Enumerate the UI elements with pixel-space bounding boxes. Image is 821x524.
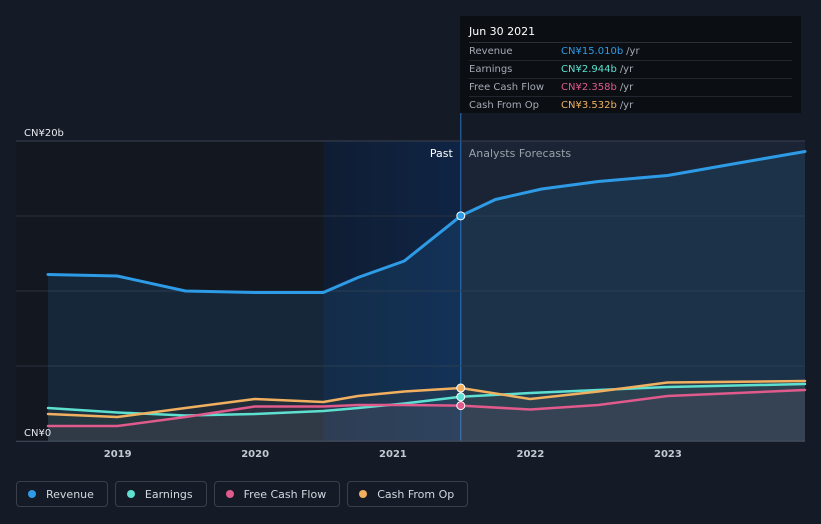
earnings-dot-icon: [126, 490, 135, 498]
x-tick-label: 2023: [654, 449, 682, 460]
earnings-marker: [456, 392, 466, 402]
legend-item-revenue[interactable]: Revenue: [16, 481, 108, 507]
cash-from-op-area: [48, 381, 805, 441]
legend-item-earnings[interactable]: Earnings: [114, 481, 207, 507]
legend-label: Cash From Op: [377, 487, 455, 501]
cash-from-op-dot-icon: [359, 490, 368, 498]
revenue-dot-icon: [28, 490, 36, 498]
x-tick-label: 2021: [379, 449, 407, 460]
x-tick-label: 2022: [517, 449, 545, 460]
tooltip-row-cash-from-op: Cash From Op CN¥3.532b /yr: [469, 97, 792, 114]
forecast-label: Analysts Forecasts: [469, 147, 572, 160]
tooltip-value: CN¥15.010b: [561, 46, 624, 57]
cash-from-op-marker: [456, 383, 466, 393]
free-cash-flow-line: [46, 388, 807, 428]
earnings-area: [48, 384, 805, 441]
tooltip: Jun 30 2021 Revenue CN¥15.010b /yr Earni…: [460, 16, 801, 113]
legend-label: Earnings: [144, 487, 193, 501]
tooltip-row-free-cash-flow: Free Cash Flow CN¥2.358b /yr: [469, 79, 792, 97]
cash-from-op-line: [46, 379, 807, 419]
free-cash-flow-marker: [456, 401, 466, 411]
tooltip-unit: /yr: [626, 46, 640, 57]
tooltip-row-earnings: Earnings CN¥2.944b /yr: [469, 61, 792, 79]
legend-item-cash-from-op[interactable]: Cash From Op: [347, 481, 469, 507]
x-tick-label: 2020: [241, 449, 269, 460]
legend-item-free-cash-flow[interactable]: Free Cash Flow: [213, 481, 341, 507]
tooltip-unit: /yr: [619, 82, 634, 93]
revenue-line: [46, 150, 807, 294]
tooltip-value: CN¥2.944b: [561, 64, 617, 75]
revenue-marker: [456, 211, 466, 221]
legend-label: Free Cash Flow: [243, 487, 327, 501]
tooltip-label: Revenue: [469, 46, 513, 57]
x-tick-label: 2019: [104, 449, 132, 460]
tooltip-date: Jun 30 2021: [469, 24, 792, 43]
y-tick-label: CN¥0: [24, 428, 51, 439]
tooltip-label: Free Cash Flow: [469, 82, 545, 93]
past-label: Past: [430, 147, 454, 160]
tooltip-unit: /yr: [619, 64, 634, 75]
tooltip-value: CN¥2.358b: [561, 82, 617, 93]
tooltip-label: Earnings: [469, 64, 513, 75]
tooltip-unit: /yr: [619, 100, 634, 111]
tooltip-label: Cash From Op: [469, 100, 540, 111]
legend: Revenue Earnings Free Cash Flow Cash Fro…: [16, 481, 469, 507]
tooltip-row-revenue: Revenue CN¥15.010b /yr: [469, 43, 792, 61]
tooltip-value: CN¥3.532b: [561, 100, 617, 111]
free-cash-flow-dot-icon: [225, 490, 234, 498]
legend-label: Revenue: [46, 487, 94, 501]
y-tick-label: CN¥20b: [24, 128, 64, 139]
revenue-area: [48, 151, 805, 441]
